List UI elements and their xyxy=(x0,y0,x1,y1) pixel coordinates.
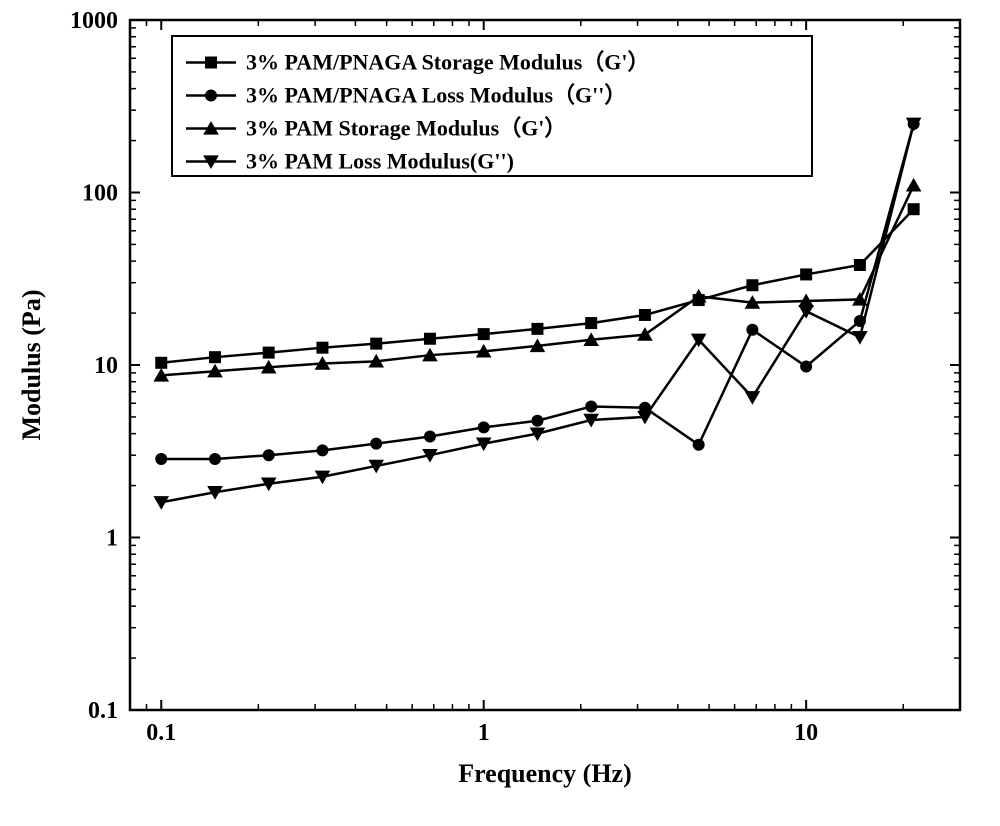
legend-label-pam_storage: 3% PAM Storage Modulus（G'） xyxy=(246,116,566,141)
svg-text:0.1: 0.1 xyxy=(146,720,176,746)
y-axis-label: Modulus (Pa) xyxy=(17,290,46,441)
svg-text:1: 1 xyxy=(106,526,118,552)
svg-text:0.1: 0.1 xyxy=(88,698,118,724)
svg-text:1: 1 xyxy=(478,720,490,746)
chart-frame: 0.1 1 10 0.1 1 10 100 1000 Frequency (Hz) Modulus… xyxy=(0,0,1000,826)
x-axis-label: Frequency (Hz) xyxy=(458,759,632,788)
legend-label-pam_pnaga_loss: 3% PAM/PNAGA Loss Modulus（G''） xyxy=(246,83,626,108)
svg-text:1000: 1000 xyxy=(70,8,118,34)
svg-text:10: 10 xyxy=(94,353,118,379)
svg-text:10: 10 xyxy=(794,720,818,746)
legend-label-pam_loss: 3% PAM Loss Modulus(G'') xyxy=(246,149,514,174)
legend-label-pam_pnaga_storage: 3% PAM/PNAGA Storage Modulus（G'） xyxy=(246,50,650,75)
chart-svg: 0.1 1 10 0.1 1 10 100 1000 Frequency (Hz) Modulus… xyxy=(0,0,1000,826)
legend: 3% PAM/PNAGA Storage Modulus（G'） 3% PAM/P… xyxy=(172,36,812,176)
svg-text:100: 100 xyxy=(82,181,118,207)
